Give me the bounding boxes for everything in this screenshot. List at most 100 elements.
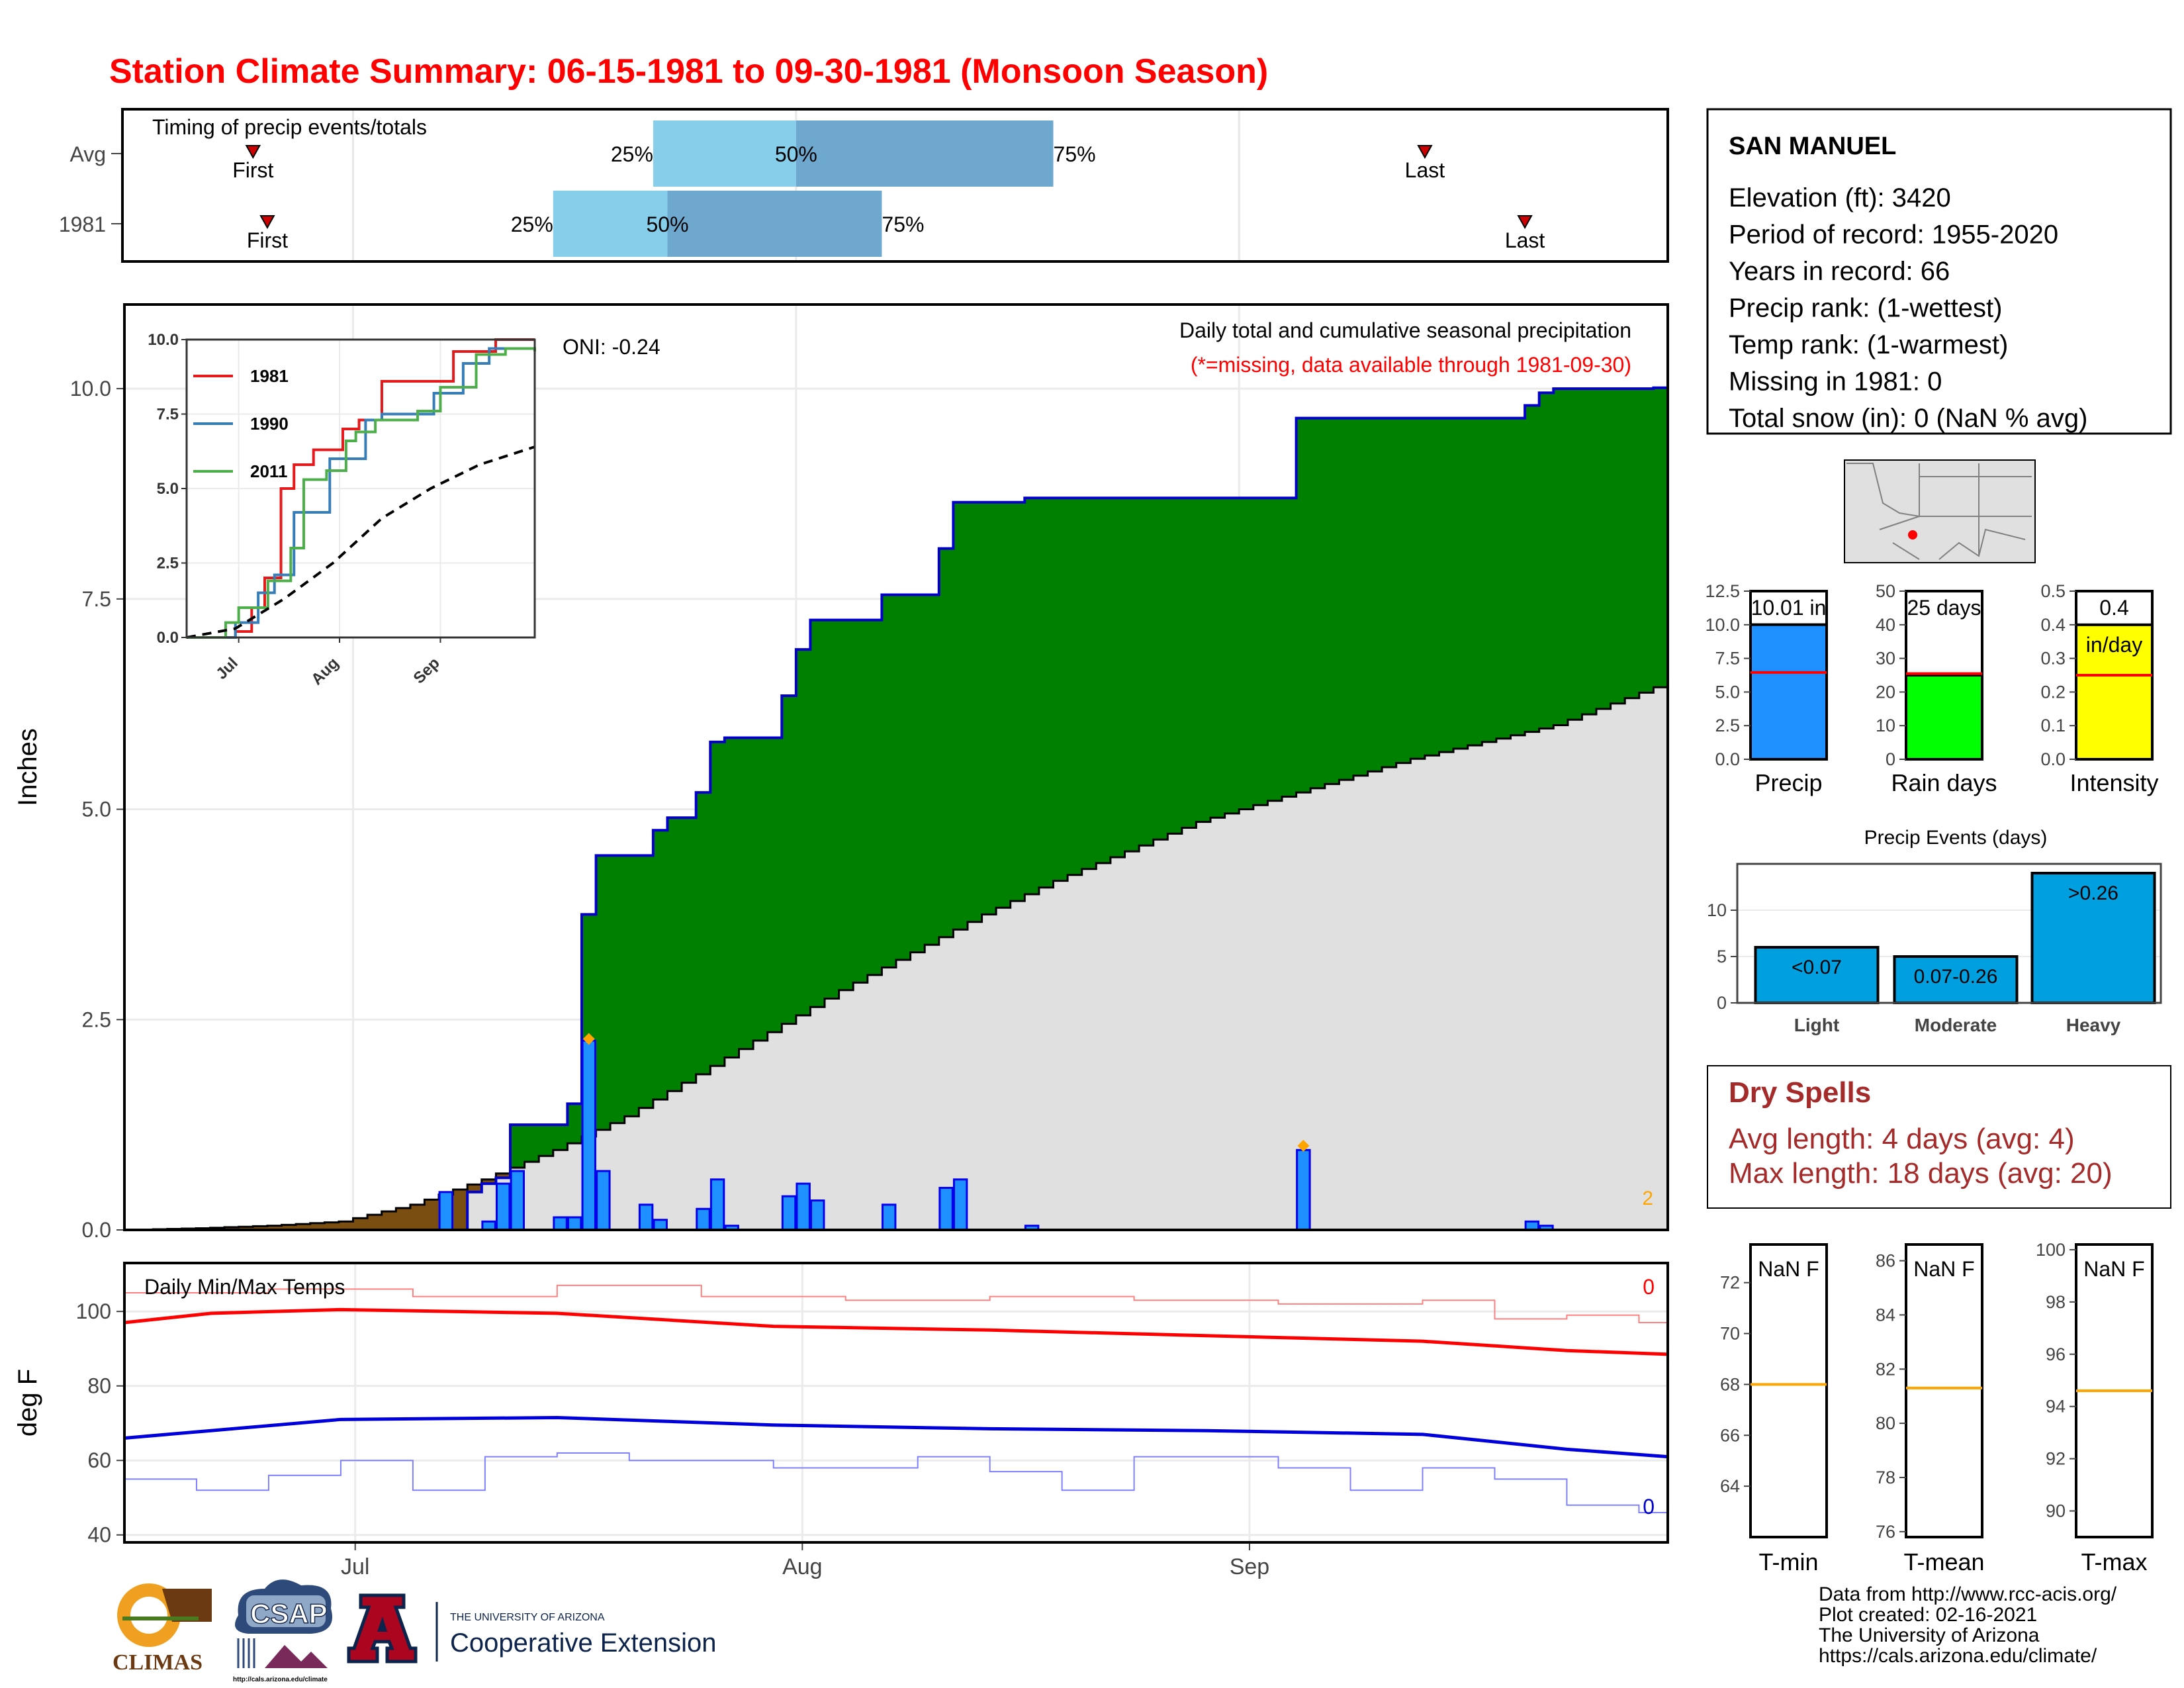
inset-frame bbox=[185, 338, 536, 639]
temp-series-line-avg-min bbox=[124, 1416, 1668, 1459]
footer-line: Data from http://www.rcc-acis.org/ bbox=[1819, 1583, 2117, 1605]
events-frame bbox=[1736, 863, 2162, 1004]
mini-bar-ytick-label: 0.0 bbox=[2040, 749, 2066, 769]
climas-logo: CLIMAS bbox=[113, 1583, 212, 1675]
dry-spells-avg: Avg length: 4 days (avg: 4) bbox=[1729, 1123, 2075, 1155]
daily-precip-bar bbox=[881, 1203, 897, 1231]
logos: CLIMAS CSAP http://cals.arizona.edu/clim… bbox=[113, 1579, 716, 1683]
map-state-outline bbox=[1846, 463, 2032, 560]
footer-line: Plot created: 02-16-2021 bbox=[1819, 1604, 2037, 1626]
precip-ytick-label: 0.0 bbox=[82, 1218, 111, 1242]
inset-ytick-label: 10.0 bbox=[148, 331, 179, 349]
precip-chart-title: Daily total and cumulative seasonal prec… bbox=[1179, 318, 1631, 342]
mini-bar-fill bbox=[1905, 674, 1983, 761]
timing-row-label: 1981 bbox=[59, 212, 106, 236]
daily-precip-bar bbox=[696, 1207, 711, 1231]
mini-bar-ytick-label: 20 bbox=[1876, 682, 1895, 702]
mini-bar-ytick-label: 0.5 bbox=[2040, 581, 2066, 601]
record-marker-icon bbox=[582, 1033, 595, 1045]
ua-small-text: THE UNIVERSITY OF ARIZONA bbox=[450, 1612, 605, 1623]
inset-legend-label: 2011 bbox=[250, 461, 287, 481]
inset-legend-label: 1981 bbox=[250, 366, 289, 386]
mini-bar-panels: 10.01 in 0.0 2.5 5.0 7.5 10.0 12.5 Precip 25 day… bbox=[1705, 581, 2158, 796]
daily-precip-bar bbox=[1296, 1149, 1311, 1231]
events-bar bbox=[1754, 946, 1880, 1004]
station-info-line: Temp rank: (1-warmest) bbox=[1729, 330, 2008, 359]
precip-ytick-label: 7.5 bbox=[82, 587, 111, 611]
mini-bar-value-text: 25 days bbox=[1907, 596, 1981, 620]
timing-bar-50-75 bbox=[667, 191, 882, 257]
events-bar-label: <0.07 bbox=[1792, 957, 1842, 978]
precip-ytick-label: 2.5 bbox=[82, 1008, 111, 1031]
precip-ylabel: Inches bbox=[13, 728, 42, 806]
station-location-dot bbox=[1908, 530, 1917, 539]
inset-ytick-label: 7.5 bbox=[157, 406, 179, 424]
dry-spells-max: Max length: 18 days (avg: 20) bbox=[1729, 1157, 2113, 1190]
mini-bar-fill bbox=[2075, 623, 2154, 761]
events-category-label: Light bbox=[1794, 1015, 1839, 1035]
mini-bar-ytick-label: 50 bbox=[1876, 581, 1895, 601]
mini-bar-ytick-label: 10.0 bbox=[1705, 615, 1740, 635]
events-bar-label: >0.26 bbox=[2068, 882, 2118, 904]
daily-precip-bar bbox=[952, 1178, 968, 1231]
temp-summary-label: T-mean bbox=[1903, 1548, 1984, 1575]
temp-summary-frame bbox=[1749, 1243, 1828, 1538]
timing-p50-label: 50% bbox=[775, 142, 817, 166]
precip-events-chart: Precip Events (days) <0.07 Light 0.07-0.26 M… bbox=[1707, 827, 2162, 1035]
first-marker-icon bbox=[245, 145, 261, 160]
temp-summary-label: T-min bbox=[1759, 1548, 1819, 1575]
temp-panel-frame bbox=[123, 1262, 1669, 1544]
temp-xtick-label: Jul bbox=[341, 1554, 369, 1579]
temp-series-line-max-1981 bbox=[124, 1284, 1668, 1327]
precip-panel-frame bbox=[123, 303, 1669, 1231]
temp-ytick-label: 40 bbox=[87, 1523, 111, 1547]
mini-bar-ytick-label: 2.5 bbox=[1715, 716, 1740, 735]
mini-bar-label: Precip bbox=[1754, 769, 1822, 796]
daily-precip-bar bbox=[638, 1203, 654, 1231]
temp-xtick-label: Aug bbox=[782, 1554, 823, 1579]
mini-bar-ytick-label: 0.4 bbox=[2040, 615, 2066, 635]
daily-precip-bar bbox=[781, 1195, 797, 1231]
first-marker-icon bbox=[259, 215, 275, 230]
page-title: Station Climate Summary: 06-15-1981 to 0… bbox=[109, 52, 1268, 91]
csap-logo: CSAP http://cals.arizona.edu/climate bbox=[233, 1579, 332, 1683]
daily-precip-bar bbox=[553, 1216, 568, 1231]
cumulative-1981-line bbox=[124, 386, 1668, 1231]
temp-summary-value: NaN F bbox=[1913, 1257, 1974, 1281]
timing-first-label: First bbox=[247, 228, 288, 252]
timing-first-label: First bbox=[232, 158, 273, 182]
events-bar-label: 0.07-0.26 bbox=[1914, 966, 1998, 988]
mini-bar-ytick-label: 0.1 bbox=[2040, 716, 2066, 735]
temp-series-line-min-1981 bbox=[124, 1452, 1668, 1535]
csap-text: CSAP bbox=[250, 1598, 328, 1629]
precip-chart-subtitle: (*=missing, data available through 1981-… bbox=[1191, 353, 1631, 377]
footer-line: https://cals.arizona.edu/climate/ bbox=[1819, 1645, 2097, 1667]
min-missing-count: 0 bbox=[1643, 1495, 1655, 1519]
temp-summary-ytick-label: 72 bbox=[1720, 1273, 1740, 1293]
mini-bar-ytick-label: 30 bbox=[1876, 649, 1895, 669]
daily-precip-bar bbox=[596, 1170, 611, 1231]
station-info-line: Total snow (in): 0 (NaN % avg) bbox=[1729, 404, 2087, 433]
events-ytick-label: 5 bbox=[1717, 947, 1727, 966]
timing-p75-label: 75% bbox=[882, 212, 924, 236]
station-info-line: Period of record: 1955-2020 bbox=[1729, 220, 2058, 250]
temp-summary-ytick-label: 96 bbox=[2046, 1344, 2066, 1364]
inset-ytick-label: 2.5 bbox=[157, 555, 179, 573]
university-of-arizona-logo: THE UNIVERSITY OF ARIZONA Cooperative Ex… bbox=[347, 1593, 716, 1664]
timing-last-label: Last bbox=[1505, 228, 1545, 252]
csap-url: http://cals.arizona.edu/climate bbox=[233, 1676, 328, 1683]
events-title: Precip Events (days) bbox=[1864, 827, 2048, 849]
events-ytick-label: 0 bbox=[1717, 993, 1727, 1013]
timing-p50-label: 50% bbox=[646, 212, 688, 236]
daily-precip-bar bbox=[581, 1039, 596, 1231]
inset-series-line-2011 bbox=[187, 347, 536, 639]
normal-cumulative-area bbox=[124, 687, 1668, 1230]
station-info-line: Missing in 1981: 0 bbox=[1729, 367, 1942, 397]
timing-row-label: Avg bbox=[69, 142, 106, 166]
missing-count: 2 bbox=[1642, 1188, 1653, 1209]
temperature-summary-panels: NaN F 64 66 68 70 72 T-min NaN F 76 78 80 82 84 86 T-m… bbox=[1720, 1240, 2154, 1575]
daily-precip-bar bbox=[653, 1219, 668, 1231]
inset-legend-label: 1990 bbox=[250, 414, 289, 434]
precip-ytick-label: 5.0 bbox=[82, 798, 111, 821]
ua-extension-text: Cooperative Extension bbox=[450, 1628, 716, 1658]
